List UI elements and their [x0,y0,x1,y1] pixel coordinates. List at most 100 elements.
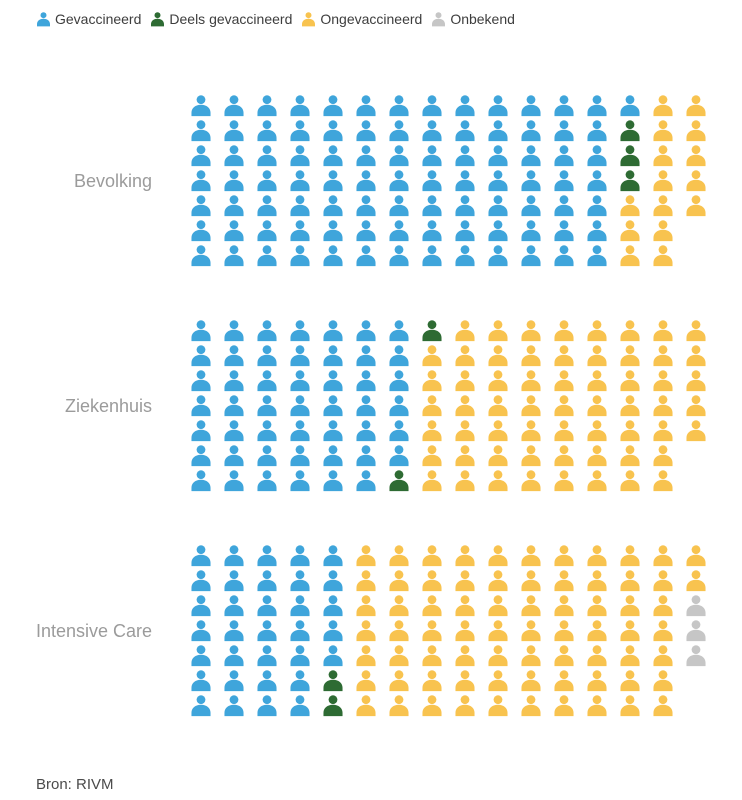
person-icon-gevaccineerd [520,145,542,167]
person-icon-gevaccineerd [256,570,278,592]
person-icon-gevaccineerd [190,470,212,492]
person-icon-ongevaccineerd [487,695,509,717]
person-icon-gevaccineerd [421,245,443,267]
person-icon-gevaccineerd [355,95,377,117]
person-icon-ongevaccineerd [619,345,641,367]
person-icon-deels-gevaccineerd [619,120,641,142]
person-icon-ongevaccineerd [685,545,707,567]
person-icon-ongevaccineerd [553,470,575,492]
person-icon-gevaccineerd [586,220,608,242]
person-icon-gevaccineerd [223,670,245,692]
person-icon-gevaccineerd [256,645,278,667]
pictogram-grid-bevolking [190,95,707,267]
person-icon-gevaccineerd [223,695,245,717]
person-icon-gevaccineerd [322,220,344,242]
person-icon-ongevaccineerd [685,570,707,592]
person-icon-gevaccineerd [256,370,278,392]
person-icon-gevaccineerd [223,595,245,617]
person-icon-ongevaccineerd [619,245,641,267]
person-icon-ongevaccineerd [388,670,410,692]
person-icon-ongevaccineerd [652,395,674,417]
legend-label-gevaccineerd: Gevaccineerd [55,11,142,27]
person-icon-gevaccineerd [586,170,608,192]
person-icon-ongevaccineerd [652,470,674,492]
person-icon-ongevaccineerd [487,395,509,417]
person-icon-gevaccineerd [586,245,608,267]
person-icon-gevaccineerd [520,170,542,192]
person-icon-ongevaccineerd [355,620,377,642]
person-icon-gevaccineerd [223,545,245,567]
person-icon-gevaccineerd [454,145,476,167]
person-icon-ongevaccineerd [553,645,575,667]
person-icon-ongevaccineerd [553,570,575,592]
person-icon-ongevaccineerd [487,370,509,392]
person-icon-gevaccineerd [190,445,212,467]
person-icon-ongevaccineerd [454,320,476,342]
person-icon-ongevaccineerd [454,620,476,642]
person-icon-gevaccineerd [223,395,245,417]
person-icon-ongevaccineerd [586,320,608,342]
person-icon-gevaccineerd [355,320,377,342]
person-icon-gevaccineerd [388,220,410,242]
person-icon-ongevaccineerd [619,570,641,592]
person-icon-ongevaccineerd [652,220,674,242]
person-icon-gevaccineerd [586,145,608,167]
person-icon-gevaccineerd [256,245,278,267]
person-icon-ongevaccineerd [652,595,674,617]
person-icon-ongevaccineerd [586,370,608,392]
person-icon-gevaccineerd [520,220,542,242]
person-icon-gevaccineerd [421,220,443,242]
person-icon-ongevaccineerd [553,595,575,617]
person-icon-gevaccineerd [190,195,212,217]
person-icon-ongevaccineerd [421,470,443,492]
person-icon-ongevaccineerd [553,620,575,642]
person-icon-gevaccineerd [355,470,377,492]
person-icon-gevaccineerd [355,120,377,142]
person-icon-gevaccineerd [289,170,311,192]
person-icon-ongevaccineerd [487,420,509,442]
person-icon-gevaccineerd [322,195,344,217]
person-icon-gevaccineerd [421,95,443,117]
person-icon-gevaccineerd [553,95,575,117]
person-icon-gevaccineerd [421,170,443,192]
person-icon-ongevaccineerd [487,345,509,367]
person-icon-ongevaccineerd [553,345,575,367]
person-icon-ongevaccineerd [421,370,443,392]
person-icon-gevaccineerd [553,220,575,242]
person-icon-ongevaccineerd [685,120,707,142]
person-icon-gevaccineerd [256,445,278,467]
person-icon-gevaccineerd [355,370,377,392]
person-icon-gevaccineerd [256,420,278,442]
person-icon-deels-gevaccineerd [619,170,641,192]
person-icon-ongevaccineerd [553,320,575,342]
person-icon-ongevaccineerd [652,320,674,342]
person-icon-gevaccineerd [190,420,212,442]
person-icon-ongevaccineerd [520,670,542,692]
person-icon-ongevaccineerd [586,470,608,492]
person-icon-ongevaccineerd [355,645,377,667]
person-icon-gevaccineerd [190,370,212,392]
person-icon-ongevaccineerd [487,545,509,567]
person-icon-gevaccineerd [388,420,410,442]
person-icon-gevaccineerd [487,220,509,242]
person-icon-gevaccineerd [355,395,377,417]
person-icon-ongevaccineerd [355,695,377,717]
person-icon-ongevaccineerd [553,445,575,467]
person-icon-ongevaccineerd [685,320,707,342]
chart-row-ziekenhuis: Ziekenhuis [0,320,707,492]
pictogram-grid-ziekenhuis [190,320,707,492]
person-icon-gevaccineerd [256,595,278,617]
person-icon-gevaccineerd [223,345,245,367]
pictogram-charts: Bevolking Ziekenhuis Intensive Care [0,95,707,770]
person-icon-ongevaccineerd [652,95,674,117]
person-icon-gevaccineerd [256,220,278,242]
person-icon-gevaccineerd [256,620,278,642]
person-icon-gevaccineerd [223,645,245,667]
person-icon-ongevaccineerd [520,320,542,342]
person-icon-ongevaccineerd [487,570,509,592]
person-icon-ongevaccineerd [487,470,509,492]
person-icon-gevaccineerd [322,95,344,117]
person-icon-ongevaccineerd [586,420,608,442]
person-icon-gevaccineerd [355,245,377,267]
person-icon-ongevaccineerd [553,695,575,717]
